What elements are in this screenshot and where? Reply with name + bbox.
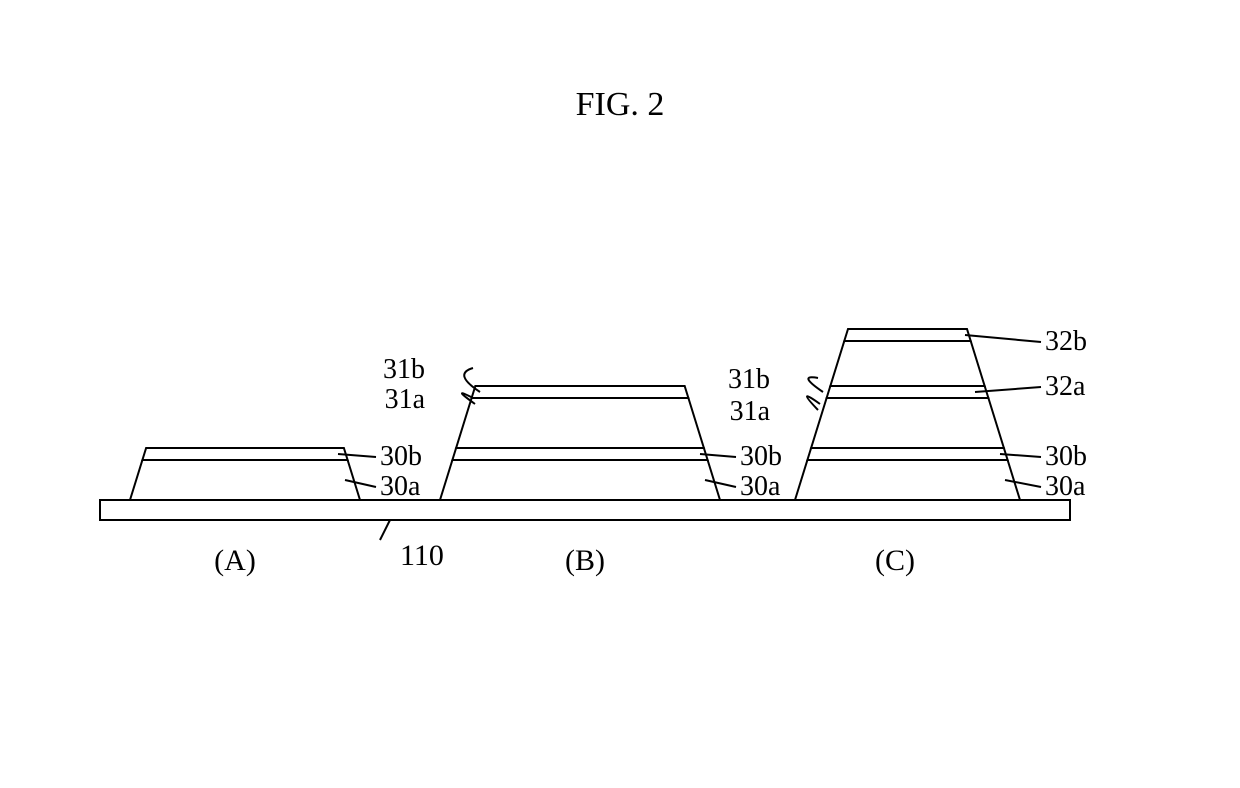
- callout-b-left-0: 31a: [385, 384, 426, 415]
- stack-c-layer-4: [830, 341, 984, 386]
- section-label-c: (C): [875, 544, 915, 577]
- callout-c-right-2: 32a: [1045, 371, 1086, 402]
- stacks-group: [130, 329, 1020, 500]
- substrate-rect: [100, 500, 1070, 520]
- stack-b-layer-2: [456, 398, 704, 448]
- stack-b-layer-1: [452, 448, 707, 460]
- callout-a-right-1: 30b: [380, 441, 422, 472]
- callout-a-right-0: 30a: [380, 471, 421, 502]
- leader-c-left-1: [808, 377, 823, 392]
- substrate-leader: [380, 520, 390, 540]
- figure-canvas: FIG. 2 30a30b30a30b31a31b30a30b32a32b31a…: [0, 0, 1240, 788]
- stack-c-layer-3: [827, 386, 989, 398]
- section-label-a: (A): [214, 544, 256, 577]
- leader-c-left-0: [807, 396, 820, 410]
- stack-a-layer-0: [130, 460, 360, 500]
- stack-c-layer-5: [844, 329, 970, 341]
- substrate-label: 110: [400, 539, 444, 572]
- stack-a-layer-1: [142, 448, 347, 460]
- callout-c-right-1: 30b: [1045, 441, 1087, 472]
- callout-c-left-0: 31a: [730, 396, 771, 427]
- callout-c-right-0: 30a: [1045, 471, 1086, 502]
- callout-c-left-1: 31b: [728, 364, 770, 395]
- callout-c-right-3: 32b: [1045, 326, 1087, 357]
- figure-title: FIG. 2: [576, 86, 665, 123]
- stack-c-layer-2: [811, 398, 1004, 448]
- stack-b-layer-0: [440, 460, 720, 500]
- callout-b-right-1: 30b: [740, 441, 782, 472]
- callout-b-right-0: 30a: [740, 471, 781, 502]
- callout-b-left-1: 31b: [383, 354, 425, 385]
- stack-c-layer-0: [795, 460, 1020, 500]
- leader-c-right-3: [965, 335, 1041, 342]
- stack-c-layer-1: [807, 448, 1007, 460]
- substrate-label-group: 110: [380, 520, 444, 572]
- section-label-b: (B): [565, 544, 605, 577]
- stack-b-layer-3: [472, 386, 689, 398]
